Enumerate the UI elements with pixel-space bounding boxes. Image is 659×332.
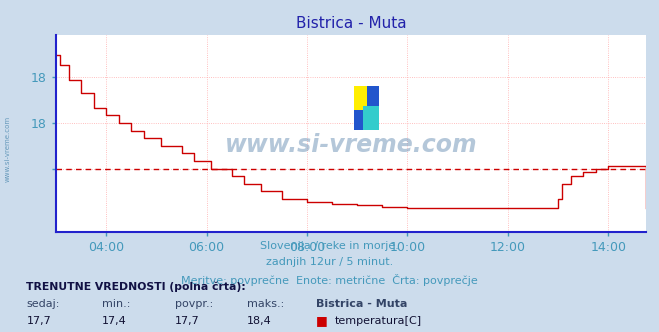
Bar: [354, 86, 379, 130]
Text: min.:: min.:: [102, 299, 130, 309]
Text: www.si-vreme.com: www.si-vreme.com: [225, 133, 477, 157]
Text: povpr.:: povpr.:: [175, 299, 213, 309]
Text: ■: ■: [316, 314, 328, 327]
Text: maks.:: maks.:: [247, 299, 285, 309]
Text: Bistrica - Muta: Bistrica - Muta: [316, 299, 408, 309]
Text: 17,7: 17,7: [175, 316, 200, 326]
Title: Bistrica - Muta: Bistrica - Muta: [296, 16, 406, 31]
Bar: [354, 86, 368, 110]
Text: temperatura[C]: temperatura[C]: [335, 316, 422, 326]
Text: 18,4: 18,4: [247, 316, 272, 326]
Text: 17,7: 17,7: [26, 316, 51, 326]
Bar: [362, 106, 379, 130]
Text: sedaj:: sedaj:: [26, 299, 60, 309]
Text: zadnjih 12ur / 5 minut.: zadnjih 12ur / 5 minut.: [266, 257, 393, 267]
Text: TRENUTNE VREDNOSTI (polna črta):: TRENUTNE VREDNOSTI (polna črta):: [26, 282, 246, 292]
Text: Slovenija / reke in morje.: Slovenija / reke in morje.: [260, 241, 399, 251]
Text: www.si-vreme.com: www.si-vreme.com: [5, 116, 11, 183]
Text: Meritve: povprečne  Enote: metrične  Črta: povprečje: Meritve: povprečne Enote: metrične Črta:…: [181, 274, 478, 286]
Text: 17,4: 17,4: [102, 316, 127, 326]
